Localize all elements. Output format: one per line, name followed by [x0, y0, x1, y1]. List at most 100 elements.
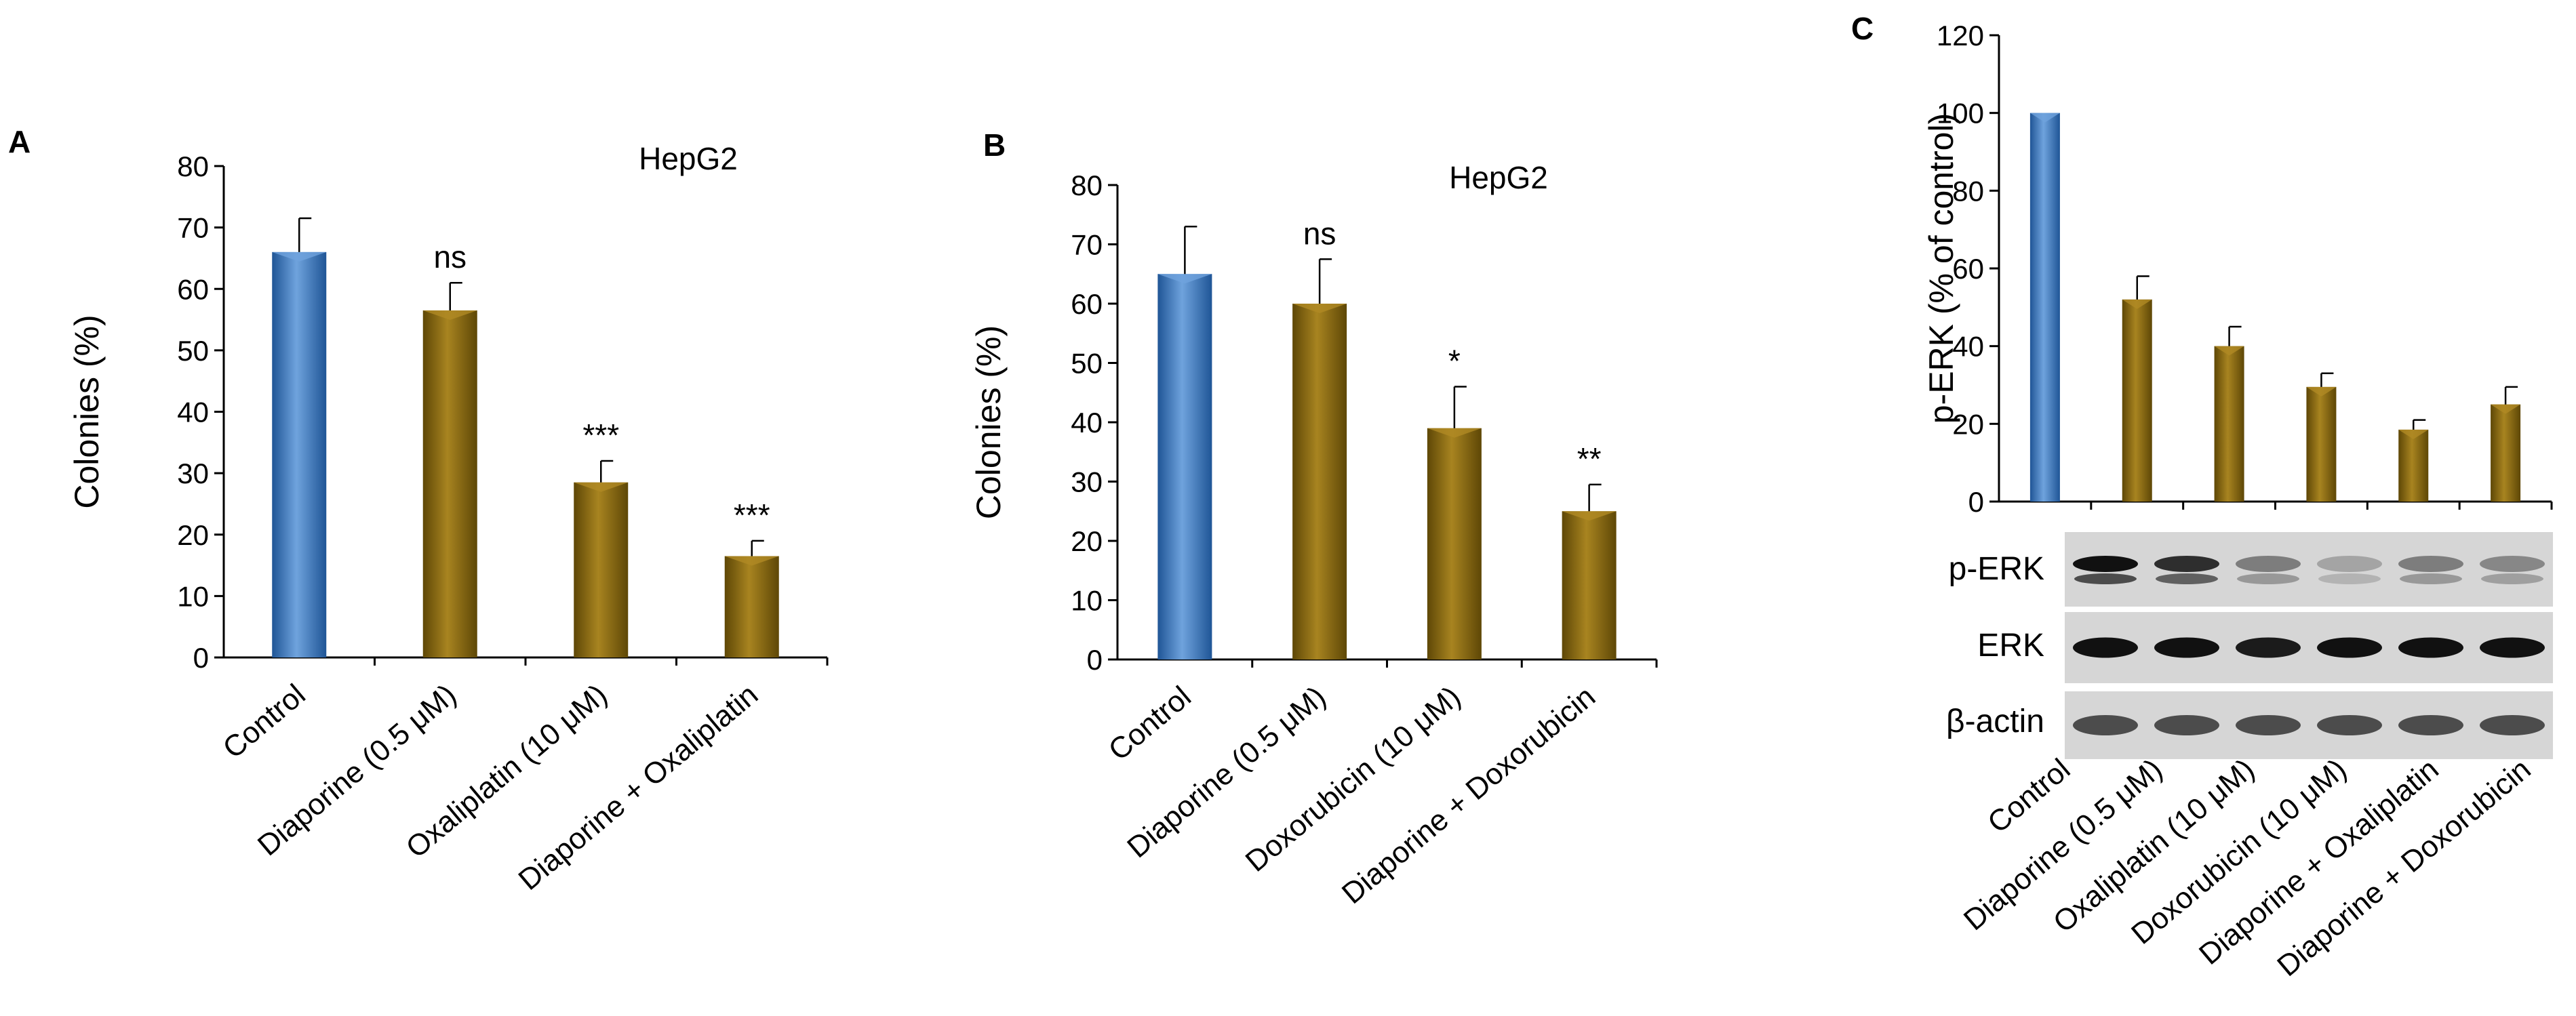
blot-label: ERK: [1977, 628, 2044, 664]
y-tick-label: 40: [1952, 331, 1984, 363]
y-tick-label: 20: [1071, 525, 1103, 557]
panel-label: A: [8, 124, 31, 159]
blot-band: [2154, 715, 2219, 735]
y-tick-label: 0: [193, 642, 209, 674]
category-label: Diaporine + Doxorubicin: [1336, 680, 1602, 910]
blot-band: [2317, 637, 2382, 658]
cell-line-annotation: HepG2: [1449, 160, 1548, 195]
blot-label: p-ERK: [1949, 551, 2044, 587]
bar: [2491, 404, 2521, 502]
y-tick-label: 80: [1071, 169, 1103, 201]
blot-band: [2236, 556, 2301, 572]
blot-band: [2074, 573, 2137, 584]
bar: [1292, 304, 1347, 659]
blot-band: [2480, 637, 2545, 658]
bar-cap: [2491, 404, 2521, 414]
category-label: Control: [1103, 680, 1197, 767]
y-axis-label: p-ERK (% of control): [1922, 113, 1960, 424]
bar: [724, 556, 779, 657]
category-label: Control: [217, 678, 312, 765]
significance-label: ns: [1303, 216, 1336, 251]
bar-cap: [574, 482, 629, 492]
y-tick-label: 10: [177, 580, 209, 612]
y-tick-label: 10: [1071, 585, 1103, 617]
bar-cap: [2122, 299, 2152, 309]
bar-cap: [2398, 429, 2429, 439]
panel-label: B: [983, 127, 1006, 163]
significance-label: *: [1448, 344, 1461, 379]
bar-cap: [272, 251, 327, 262]
blot-label: β-actin: [1946, 704, 2044, 739]
y-tick-label: 30: [177, 458, 209, 489]
blot-band: [2398, 556, 2463, 572]
blot-panel: [2065, 532, 2553, 607]
bar: [272, 251, 327, 657]
y-tick-label: 40: [177, 397, 209, 428]
blot-band: [2398, 715, 2463, 735]
y-tick-label: 0: [1968, 486, 1984, 518]
blot-band: [2154, 637, 2219, 658]
bar: [422, 310, 477, 657]
bar-cap: [2029, 113, 2060, 123]
blot-band: [2154, 556, 2219, 572]
bar-cap: [422, 310, 477, 320]
y-tick-label: 20: [1952, 408, 1984, 440]
bar-cap: [724, 556, 779, 566]
blot-band: [2156, 573, 2218, 584]
bar: [574, 482, 629, 657]
blot-band: [2318, 573, 2381, 584]
y-axis-label: Colonies (%): [68, 314, 106, 508]
bar-cap: [2214, 346, 2244, 356]
y-tick-label: 80: [177, 150, 209, 182]
blot-band: [2317, 556, 2382, 572]
blot-band: [2400, 573, 2462, 584]
y-tick-label: 50: [177, 335, 209, 367]
blot-panel: [2065, 612, 2553, 683]
y-tick-label: 80: [1952, 175, 1984, 207]
blot-band: [2398, 637, 2463, 658]
bar-cap: [1292, 304, 1347, 313]
blot-band: [2073, 637, 2138, 658]
y-tick-label: 60: [1071, 288, 1103, 320]
bar: [2122, 299, 2152, 502]
significance-label: ***: [582, 418, 619, 453]
blot-band: [2480, 556, 2545, 572]
bar: [2306, 386, 2337, 502]
panel-A: A 0 10 20 30 40 50 60 70 80 Colonies (%) HepG2 Contr…: [8, 124, 829, 897]
y-tick-label: 60: [177, 273, 209, 305]
blot-band: [2481, 573, 2543, 584]
blot-band: [2480, 715, 2545, 735]
bar: [1427, 428, 1482, 659]
significance-label: **: [1577, 441, 1602, 476]
y-axis-label: Colonies (%): [970, 325, 1008, 519]
blot-band: [2237, 573, 2299, 584]
blot-panel: [2065, 691, 2553, 759]
bar: [1562, 511, 1617, 659]
y-tick-label: 70: [177, 212, 209, 244]
panel-B: B 0 10 20 30 40 50 60 70 80 Colonies (%) HepG2 Contr…: [970, 127, 1658, 910]
category-label: Doxorubicin (10 μM): [1240, 680, 1467, 878]
bar-cap: [1562, 511, 1617, 521]
bar: [2029, 113, 2060, 502]
bar: [2398, 429, 2429, 502]
bar-cap: [1427, 428, 1482, 438]
cell-line-annotation: HepG2: [639, 141, 738, 176]
blot-band: [2236, 637, 2301, 658]
bar: [2214, 346, 2244, 502]
blot-band: [2236, 715, 2301, 735]
y-tick-label: 60: [1952, 253, 1984, 285]
blot-band: [2073, 715, 2138, 735]
y-tick-label: 40: [1071, 407, 1103, 439]
y-tick-label: 0: [1087, 644, 1103, 676]
significance-label: ns: [433, 239, 467, 275]
y-tick-label: 120: [1937, 20, 1984, 52]
y-tick-label: 20: [177, 519, 209, 551]
panel-label: C: [1851, 11, 1874, 46]
y-tick-label: 30: [1071, 466, 1103, 498]
bar: [1157, 274, 1212, 659]
y-tick-label: 50: [1071, 348, 1103, 380]
blot-band: [2073, 556, 2138, 572]
significance-label: ***: [734, 497, 770, 533]
